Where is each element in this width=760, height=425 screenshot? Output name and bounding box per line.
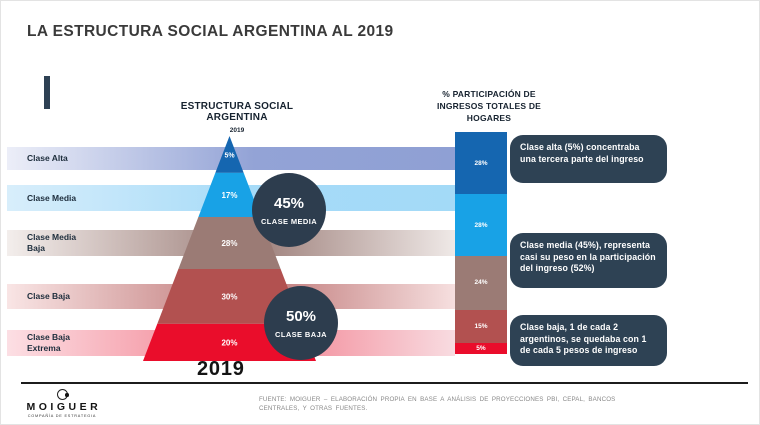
- pyramid-segment-label: 17%: [221, 191, 237, 200]
- pyramid-segment-label: 28%: [221, 239, 237, 248]
- income-bar-segment-3: 24%: [455, 256, 507, 310]
- year-caption: 2019: [197, 358, 245, 380]
- income-bar-segment-5: 5%: [455, 342, 507, 354]
- page-title: LA ESTRUCTURA SOCIAL ARGENTINA AL 2019: [27, 23, 394, 40]
- class-label-clase-media-baja: Clase Media Baja: [27, 232, 77, 253]
- logo-circle-icon: [56, 389, 69, 400]
- pyramid-segment-label: 5%: [224, 152, 235, 159]
- class-label-clase-baja: Clase Baja: [27, 291, 70, 302]
- moiguer-logo: MOIGUER COMPAÑÍA DE ESTRATEGIA: [23, 389, 101, 418]
- logo-name: MOIGUER: [26, 401, 102, 413]
- class-label-clase-alta: Clase Alta: [27, 153, 68, 164]
- annotation-circle-clase-media: 45% CLASE MEDIA: [252, 173, 326, 247]
- class-label-clase-baja-extrema: Clase Baja Extrema: [27, 332, 70, 353]
- source-note: FUENTE: MOIGUER – ELABORACIÓN PROPIA EN …: [259, 396, 616, 412]
- pyramid-segment-label: 20%: [221, 338, 237, 347]
- callout-clase-media: Clase media (45%), representa casi su pe…: [510, 233, 667, 288]
- income-bar-segment-1: 28%: [455, 132, 507, 195]
- annotation-circle-clase-baja: 50% CLASE BAJA: [264, 286, 338, 360]
- pyramid-chart-header: ESTRUCTURA SOCIAL ARGENTINA 2019: [152, 101, 322, 134]
- annotation-value: 50%: [285, 307, 317, 325]
- callout-clase-baja: Clase baja, 1 de cada 2 argentinos, se q…: [510, 315, 667, 366]
- annotation-value: 45%: [273, 194, 305, 212]
- pyramid-segment-2: [198, 172, 261, 217]
- income-bar-label: 5%: [476, 344, 486, 352]
- pyramid-segment-1: [215, 136, 244, 173]
- income-bar-label: 28%: [474, 159, 488, 167]
- income-stacked-bar-chart: 28% 28% 24% 15% 5%: [455, 132, 507, 354]
- divider-line: [21, 382, 748, 384]
- income-bar-segment-2: 28%: [455, 194, 507, 257]
- income-bar-segment-4: 15%: [455, 309, 507, 343]
- class-label-clase-media: Clase Media: [27, 192, 77, 203]
- income-bar-label: 28%: [474, 221, 488, 229]
- income-bar-label: 24%: [474, 279, 488, 287]
- pyramid-chart-subtitle: 2019: [229, 127, 245, 134]
- accent-bar: [44, 76, 50, 109]
- logo-tagline: COMPAÑÍA DE ESTRATEGIA: [27, 414, 97, 418]
- pyramid-segment-label: 30%: [221, 292, 237, 301]
- annotation-label: CLASE BAJA: [275, 329, 327, 339]
- pyramid-segment-3: [178, 217, 281, 269]
- callout-clase-alta: Clase alta (5%) concentraba una tercera …: [510, 135, 667, 183]
- income-chart-title: % PARTICIPACIÓN DE INGRESOS TOTALES DE H…: [436, 89, 542, 123]
- annotation-label: CLASE MEDIA: [260, 216, 318, 226]
- pyramid-chart-title: ESTRUCTURA SOCIAL ARGENTINA: [180, 101, 294, 123]
- income-bar-label: 15%: [474, 322, 488, 330]
